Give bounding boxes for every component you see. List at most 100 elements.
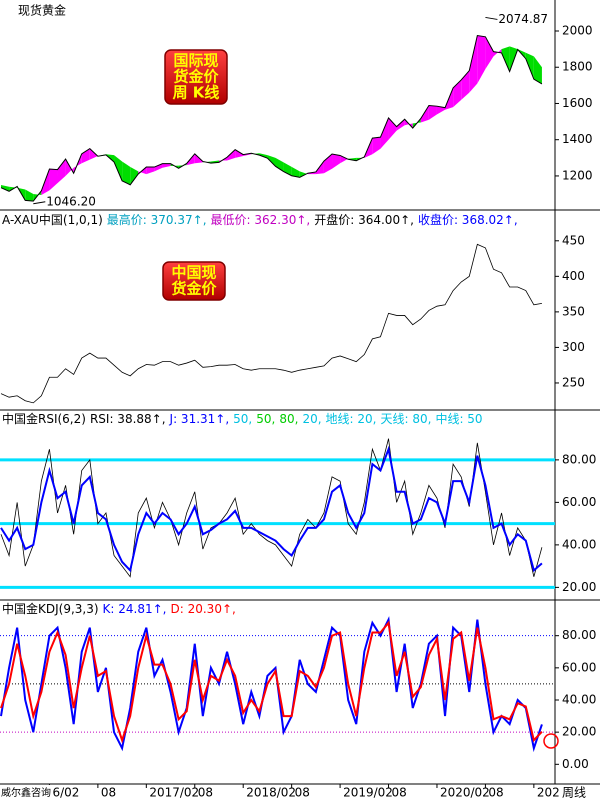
ma-band — [81, 148, 90, 164]
box-text: 周 K线 — [173, 84, 220, 102]
y-tick-label: 80.00 — [562, 452, 596, 466]
ma-band — [477, 35, 486, 84]
ma-band — [227, 149, 236, 161]
x-tick-label: 202 — [537, 786, 560, 800]
y-tick-label: 20.00 — [562, 580, 596, 594]
ma-band — [485, 36, 494, 70]
box-text: 国际现 — [173, 52, 218, 70]
y-tick-label: 350 — [562, 304, 585, 318]
ma-band — [323, 154, 333, 174]
ma-band — [380, 117, 389, 149]
header-item: 50, — [233, 412, 252, 426]
ma-band — [170, 163, 179, 169]
annotation-leader — [33, 201, 46, 205]
series-line — [0, 445, 543, 573]
ma-band — [428, 105, 437, 120]
y-tick-label: 250 — [562, 375, 585, 389]
header-item: 中国金RSI(6,2) — [2, 411, 86, 426]
ma-band — [436, 106, 446, 115]
x-tick-label: 08 — [392, 786, 407, 800]
y-tick-label: 40.00 — [562, 693, 596, 707]
series-line — [0, 34, 543, 202]
series-line — [0, 616, 543, 753]
annotation-label: 2074.87 — [498, 12, 548, 26]
y-tick-label: 1200 — [562, 168, 593, 182]
x-tick-label: 08 — [295, 786, 310, 800]
header-item: RSI: 38.88↑, — [90, 412, 166, 426]
panel-header: 中国金KDJ(9,3,3) K: 24.81↑, D: 20.30↑, — [2, 601, 236, 616]
box-frame — [162, 261, 226, 301]
y-tick-label: 2000 — [562, 24, 593, 38]
marker-circle — [543, 733, 559, 749]
ma-band — [469, 35, 478, 93]
ma-band — [340, 155, 349, 164]
ma-band — [162, 163, 171, 168]
ma-band — [218, 157, 228, 163]
series-line — [0, 620, 543, 744]
header-item: 天线: 80, — [380, 412, 431, 426]
ma-band — [453, 79, 462, 108]
ma-band — [275, 157, 284, 172]
x-tick-label: 2017/02 — [149, 786, 199, 800]
series-line — [0, 243, 542, 404]
box-text: 货金价 — [173, 68, 219, 86]
ma-band — [525, 52, 534, 80]
ma-band — [396, 119, 405, 131]
y-tick-label: 1400 — [562, 132, 593, 146]
y-tick-label: 60.00 — [562, 495, 596, 509]
x-tick-label: 08 — [488, 786, 503, 800]
ma-band — [267, 155, 276, 167]
ma-band — [122, 161, 131, 185]
header-item: 地线: 20, — [326, 412, 377, 426]
panel-header: A-XAU中国(1,0,1) 最高价: 370.37↑, 最低价: 362.30↑,… — [2, 212, 518, 227]
ma-band — [130, 166, 139, 185]
header-item: 最高价: 370.37↑, — [107, 212, 207, 227]
x-tick-label: 2019/02 — [343, 786, 393, 800]
watermark: 威尔鑫咨询 — [1, 786, 51, 799]
header-item: J: 31.31↑, — [169, 412, 230, 426]
y-tick-label: 20.00 — [562, 725, 596, 739]
ma-band — [154, 163, 163, 172]
watermark-bg — [0, 785, 50, 800]
header-item: 最低价: 362.30↑, — [211, 213, 311, 227]
header-item: 中线: 50 — [435, 411, 482, 426]
ma-band — [388, 117, 397, 140]
ma-band — [332, 154, 341, 169]
x-tick-label: 08 — [198, 786, 213, 800]
y-tick-label: 400 — [562, 269, 585, 283]
ma-band — [501, 46, 510, 72]
header-item: 中国金KDJ(9,3,3) — [2, 601, 99, 616]
y-tick-label: 60.00 — [562, 660, 596, 674]
ma-band — [57, 159, 66, 184]
panel-header: 中国金RSI(6,2) RSI: 38.88↑, J: 31.31↑, 50, 50, 8… — [2, 411, 483, 426]
header-item: 20, — [302, 412, 321, 426]
y-tick-label: 1600 — [562, 96, 593, 110]
ma-band — [235, 149, 244, 158]
ma-band — [372, 137, 381, 155]
header-item: 50, — [256, 412, 275, 426]
ma-band — [49, 169, 58, 191]
box-text: 中国现 — [171, 264, 216, 282]
y-tick-label: 450 — [562, 233, 585, 247]
ma-band — [1, 184, 10, 192]
ma-band — [533, 56, 542, 84]
y-tick-label: 80.00 — [562, 628, 596, 642]
x-tick-label: 2018/02 — [246, 786, 296, 800]
ma-band — [420, 105, 429, 123]
ma-band — [25, 189, 34, 202]
y-tick-label: 1800 — [562, 60, 593, 74]
y-tick-label: 0.00 — [562, 757, 589, 771]
x-tick-label: 08 — [101, 786, 116, 800]
x-tick-label: 6/02 — [52, 786, 79, 800]
y-tick-label: 40.00 — [562, 537, 596, 551]
box-text: 货金价 — [171, 280, 217, 298]
header-item: A-XAU中国(1,0,1) — [2, 212, 103, 227]
annotation-leader — [485, 16, 498, 20]
series-line — [0, 438, 543, 578]
ma-band — [146, 167, 155, 175]
x-tick-label: 2020/02 — [440, 786, 490, 800]
